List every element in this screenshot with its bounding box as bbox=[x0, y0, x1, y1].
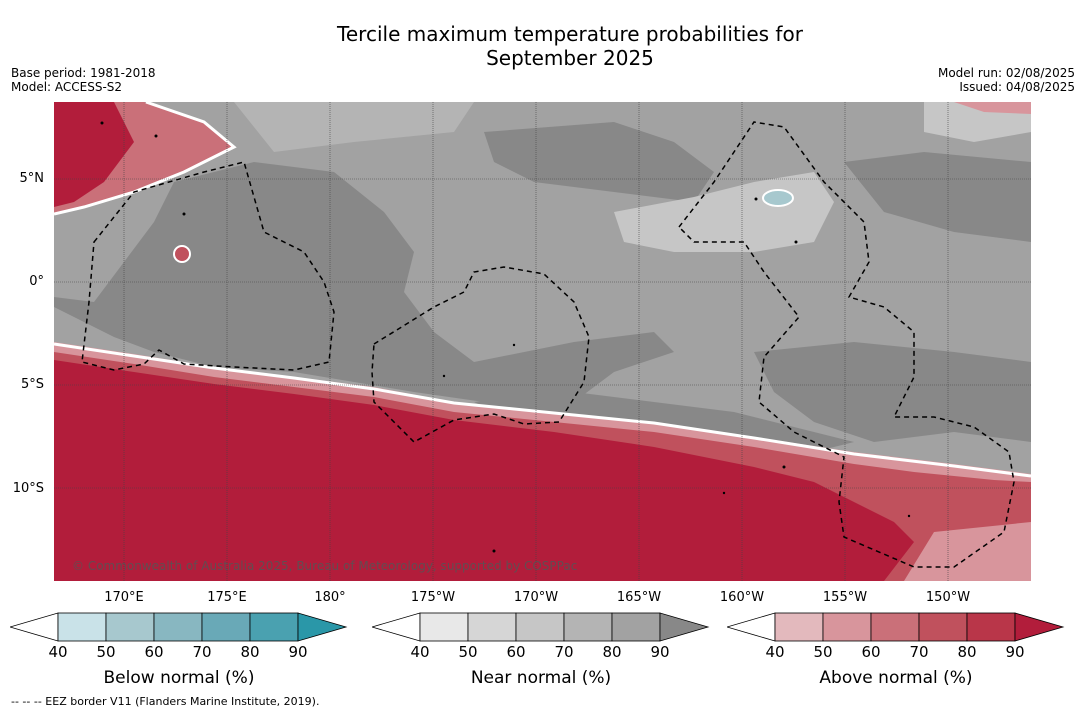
meta-right: Model run: 02/08/2025 Issued: 04/08/2025 bbox=[938, 66, 1075, 94]
legend-0-tick-70: 70 bbox=[192, 643, 212, 661]
copyright-notice: © Commonwealth of Australia 2025, Bureau… bbox=[72, 559, 578, 573]
map-title: Tercile maximum temperature probabilitie… bbox=[220, 22, 920, 70]
near-normal-boundary-north bbox=[54, 102, 237, 216]
legend-near-normal-title: Near normal (%) bbox=[470, 668, 612, 688]
eez-border-phoenix bbox=[371, 266, 590, 443]
dark-gray-region-south bbox=[474, 392, 854, 452]
legend-2-tick-50: 50 bbox=[813, 643, 833, 661]
dark-gray-region-north bbox=[484, 122, 714, 202]
legend-above-normal-title: Above normal (%) bbox=[819, 668, 973, 688]
legend-1-segment-0 bbox=[419, 612, 469, 642]
lat-label-5s: 5°S bbox=[20, 377, 44, 392]
legend-1-tick-90: 90 bbox=[650, 643, 670, 661]
legend-1-tick-40: 40 bbox=[410, 643, 430, 661]
lon-label-155w: 155°W bbox=[822, 590, 868, 605]
island-markers bbox=[100, 121, 911, 553]
latitude-gridlines bbox=[54, 178, 1031, 489]
legend-1-high-extension bbox=[659, 612, 710, 642]
dark-gray-region-southeast bbox=[754, 342, 1031, 442]
legend-0-high-extension bbox=[297, 612, 348, 642]
legend-2-segment-3 bbox=[918, 612, 968, 642]
legend-1-segment-4 bbox=[611, 612, 661, 642]
legend-2-tick-90: 90 bbox=[1005, 643, 1025, 661]
legend-0-segment-1 bbox=[105, 612, 155, 642]
legend-2-low-extension bbox=[727, 612, 776, 642]
legend-below-normal bbox=[10, 612, 350, 644]
legend-2-tick-70: 70 bbox=[909, 643, 929, 661]
legend-1-tick-70: 70 bbox=[554, 643, 574, 661]
lon-label-150w: 150°W bbox=[925, 590, 971, 605]
title-line-1: Tercile maximum temperature probabilitie… bbox=[337, 22, 803, 46]
legend-near-normal-bar bbox=[372, 612, 710, 642]
lat-label-5n: 5°N bbox=[19, 171, 45, 186]
lon-label-160w: 160°W bbox=[719, 590, 765, 605]
legend-2-tick-40: 40 bbox=[765, 643, 785, 661]
probability-map bbox=[54, 102, 1031, 581]
eez-border-line-islands bbox=[678, 121, 1015, 568]
legend-1-tick-60: 60 bbox=[506, 643, 526, 661]
above-normal-core-northwest bbox=[54, 102, 134, 207]
above-normal-region-topright bbox=[954, 102, 1031, 114]
above-normal-band-core bbox=[54, 360, 914, 581]
legend-1-segment-3 bbox=[563, 612, 613, 642]
legend-2-tick-80: 80 bbox=[957, 643, 977, 661]
legend-1-segment-1 bbox=[467, 612, 517, 642]
model-name: Model: ACCESS-S2 bbox=[11, 80, 123, 94]
legend-1-tick-80: 80 bbox=[602, 643, 622, 661]
legend-1-segment-2 bbox=[515, 612, 565, 642]
legend-0-segment-4 bbox=[249, 612, 299, 642]
legend-near-normal bbox=[372, 612, 712, 644]
legend-0-tick-80: 80 bbox=[240, 643, 260, 661]
near-normal-boundary-south bbox=[54, 342, 1031, 478]
legend-0-segment-2 bbox=[153, 612, 203, 642]
lon-label-175w: 175°W bbox=[410, 590, 456, 605]
legend-above-normal bbox=[727, 612, 1067, 644]
legend-0-tick-50: 50 bbox=[96, 643, 116, 661]
base-period: Base period: 1981-2018 bbox=[11, 66, 156, 80]
lat-label-10s: 10°S bbox=[12, 481, 44, 496]
lat-label-0: 0° bbox=[29, 274, 44, 289]
legend-2-segment-2 bbox=[870, 612, 920, 642]
legend-2-segment-0 bbox=[774, 612, 824, 642]
eez-footnote: -- -- -- EEZ border V11 (Flanders Marine… bbox=[11, 695, 320, 708]
lon-label-165w: 165°W bbox=[616, 590, 662, 605]
legend-below-normal-bar bbox=[10, 612, 348, 642]
legend-1-low-extension bbox=[372, 612, 421, 642]
legend-0-segment-3 bbox=[201, 612, 251, 642]
legend-0-tick-60: 60 bbox=[144, 643, 164, 661]
legend-2-tick-60: 60 bbox=[861, 643, 881, 661]
legend-0-tick-40: 40 bbox=[48, 643, 68, 661]
legend-above-normal-bar bbox=[727, 612, 1065, 642]
light-gray-region-top bbox=[234, 102, 474, 152]
lon-label-175e: 175°E bbox=[207, 590, 247, 605]
eez-border-kiribati-gilbert bbox=[81, 161, 335, 371]
meta-left: Base period: 1981-2018 Model: ACCESS-S2 bbox=[11, 66, 156, 94]
lon-label-180: 180° bbox=[314, 590, 346, 605]
issued-date: Issued: 04/08/2025 bbox=[959, 80, 1075, 94]
legend-2-segment-4 bbox=[966, 612, 1016, 642]
lon-label-170w: 170°W bbox=[513, 590, 559, 605]
model-run: Model run: 02/08/2025 bbox=[937, 66, 1075, 80]
eez-borders bbox=[81, 121, 1015, 568]
legend-below-normal-title: Below normal (%) bbox=[103, 668, 255, 688]
above-normal-spot bbox=[173, 245, 191, 263]
legend-2-segment-1 bbox=[822, 612, 872, 642]
legend-0-segment-0 bbox=[57, 612, 107, 642]
below-normal-patch bbox=[762, 189, 794, 207]
legend-1-tick-50: 50 bbox=[458, 643, 478, 661]
dark-gray-region-east bbox=[844, 152, 1031, 242]
legend-0-tick-90: 90 bbox=[288, 643, 308, 661]
lon-label-170e: 170°E bbox=[104, 590, 144, 605]
legend-2-high-extension bbox=[1014, 612, 1065, 642]
legend-0-low-extension bbox=[10, 612, 59, 642]
title-line-2: September 2025 bbox=[486, 46, 654, 70]
